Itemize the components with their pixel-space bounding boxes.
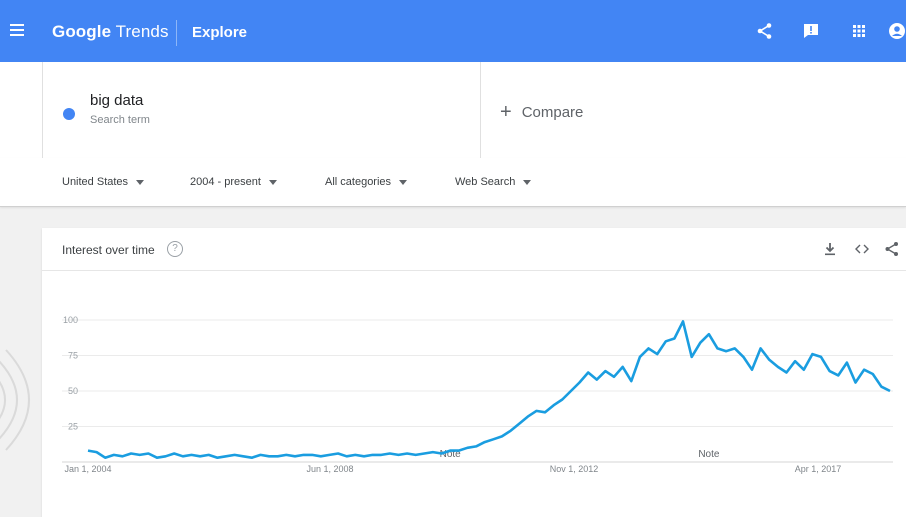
top-app-bar: Google Trends Explore bbox=[0, 0, 906, 62]
search-term-card[interactable]: big data Search term bbox=[42, 62, 481, 158]
apps-grid-icon[interactable] bbox=[850, 22, 868, 40]
embed-code-icon[interactable] bbox=[854, 241, 870, 257]
chevron-down-icon bbox=[136, 179, 145, 185]
menu-icon[interactable] bbox=[10, 24, 24, 37]
brand-main: Google bbox=[52, 22, 112, 41]
chevron-down-icon bbox=[268, 179, 277, 185]
interest-over-time-card: Interest over time ? bbox=[42, 228, 906, 517]
compare-label: Compare bbox=[521, 104, 584, 121]
time-filter[interactable]: 2004 - present bbox=[190, 176, 277, 188]
share-icon[interactable] bbox=[756, 22, 774, 40]
term-color-dot bbox=[63, 108, 75, 120]
search-terms-panel: big data Search term + Compare bbox=[0, 62, 906, 159]
chevron-down-icon bbox=[523, 179, 532, 185]
brand-logo[interactable]: Google Trends bbox=[52, 22, 169, 42]
time-filter-label: 2004 - present bbox=[190, 176, 261, 188]
search-term-name[interactable]: big data bbox=[90, 92, 144, 109]
property-filter-label: Web Search bbox=[455, 176, 516, 188]
card-title: Interest over time bbox=[62, 243, 155, 257]
help-icon[interactable]: ? bbox=[167, 241, 183, 257]
plus-icon: + bbox=[500, 101, 512, 123]
search-term-subtitle: Search term bbox=[90, 114, 150, 126]
account-avatar-icon[interactable] bbox=[888, 22, 906, 40]
share-icon[interactable] bbox=[884, 241, 900, 257]
category-filter-label: All categories bbox=[325, 176, 392, 188]
header-divider bbox=[176, 20, 177, 46]
property-filter[interactable]: Web Search bbox=[455, 176, 532, 188]
watermark-decoration bbox=[0, 349, 30, 451]
chevron-down-icon bbox=[399, 179, 408, 185]
brand-sub: Trends bbox=[111, 22, 169, 41]
filters-bar: United States 2004 - present All categor… bbox=[0, 158, 906, 207]
category-filter[interactable]: All categories bbox=[325, 176, 408, 188]
card-header: Interest over time ? bbox=[42, 228, 906, 271]
compare-button[interactable]: + Compare bbox=[500, 100, 583, 123]
region-filter[interactable]: United States bbox=[62, 176, 145, 188]
page-title: Explore bbox=[192, 24, 248, 41]
feedback-icon[interactable] bbox=[802, 22, 820, 40]
download-icon[interactable] bbox=[822, 241, 838, 257]
region-filter-label: United States bbox=[62, 176, 129, 188]
